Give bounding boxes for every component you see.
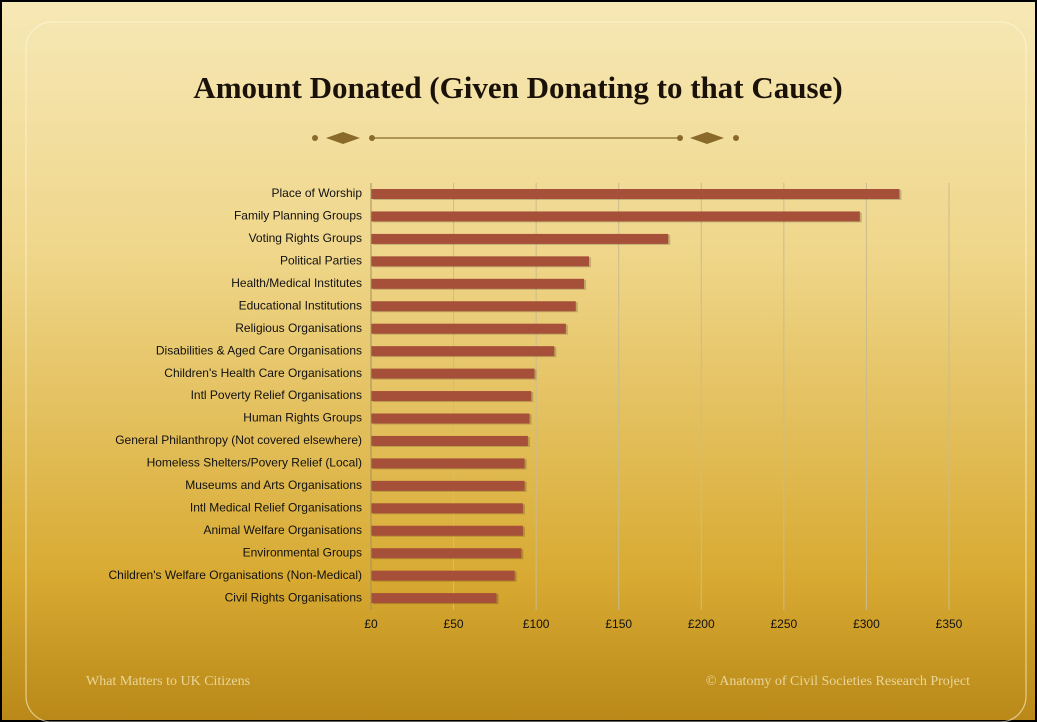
x-tick-label: £250 xyxy=(771,617,798,631)
y-tick-label: Educational Institutions xyxy=(239,298,362,312)
bar xyxy=(371,525,523,536)
bar xyxy=(371,413,530,424)
x-tick-label: £150 xyxy=(605,617,632,631)
y-tick-label: Museums and Arts Organisations xyxy=(185,478,362,492)
y-tick-label: Political Parties xyxy=(280,254,362,268)
y-tick-label: Family Planning Groups xyxy=(234,209,362,223)
y-tick-label: Human Rights Groups xyxy=(243,411,362,425)
x-tick-label: £300 xyxy=(853,617,880,631)
x-tick-label: £200 xyxy=(688,617,715,631)
bar xyxy=(371,368,535,379)
y-tick-label: Voting Rights Groups xyxy=(249,231,362,245)
bar xyxy=(371,301,576,312)
y-tick-label: Intl Medical Relief Organisations xyxy=(190,500,362,514)
bar xyxy=(371,323,566,334)
bar xyxy=(371,391,532,402)
bar xyxy=(371,548,522,559)
bar xyxy=(371,503,523,514)
chart-title: Amount Donated (Given Donating to that C… xyxy=(193,70,842,105)
bar xyxy=(371,256,589,267)
bar xyxy=(371,211,860,222)
y-tick-label: Health/Medical Institutes xyxy=(231,276,362,290)
bar xyxy=(371,593,497,604)
y-tick-label: Civil Rights Organisations xyxy=(225,590,362,604)
y-tick-label: Homeless Shelters/Povery Relief (Local) xyxy=(147,456,362,470)
bar xyxy=(371,233,669,244)
y-tick-label: Religious Organisations xyxy=(235,321,362,335)
y-tick-label: Children's Welfare Organisations (Non-Me… xyxy=(109,568,363,582)
y-tick-label: Intl Poverty Relief Organisations xyxy=(191,388,362,402)
inner-frame xyxy=(25,21,1027,722)
y-tick-label: Disabilities & Aged Care Organisations xyxy=(156,343,362,357)
bar xyxy=(371,570,515,581)
bar xyxy=(371,435,528,446)
x-tick-label: £0 xyxy=(364,617,378,631)
bar xyxy=(371,458,525,469)
bar xyxy=(371,278,585,289)
y-tick-label: Environmental Groups xyxy=(243,545,362,559)
x-tick-label: £50 xyxy=(444,617,464,631)
x-tick-label: £100 xyxy=(523,617,550,631)
x-tick-label: £350 xyxy=(936,617,963,631)
footer-right: © Anatomy of Civil Societies Research Pr… xyxy=(706,674,970,689)
y-tick-label: Animal Welfare Organisations xyxy=(203,523,362,537)
y-tick-label: Place of Worship xyxy=(272,186,363,200)
ornament xyxy=(312,132,739,144)
bar xyxy=(371,480,525,491)
bar xyxy=(371,189,900,199)
y-tick-label: General Philanthropy (Not covered elsewh… xyxy=(115,433,362,447)
footer-left: What Matters to UK Citizens xyxy=(86,674,250,689)
bar xyxy=(371,346,555,357)
y-tick-label: Children's Health Care Organisations xyxy=(164,366,362,380)
